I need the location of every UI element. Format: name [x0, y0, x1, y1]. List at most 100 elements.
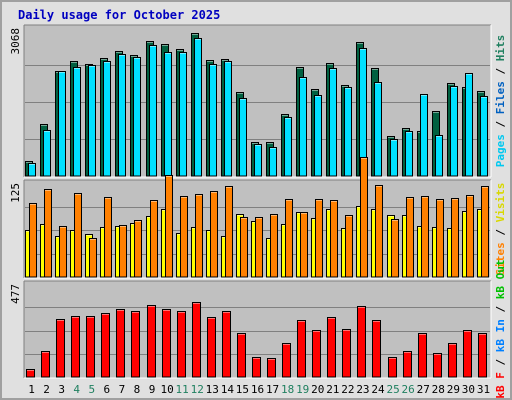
bar [390, 139, 398, 177]
series-pages [28, 38, 488, 177]
bar [210, 191, 218, 278]
bar [116, 309, 125, 378]
bar [315, 199, 323, 278]
bar [180, 196, 188, 278]
x-tick-label: 14 [221, 383, 235, 396]
bar [450, 86, 458, 177]
bar [222, 311, 231, 378]
bar [282, 343, 291, 378]
bar [372, 320, 381, 378]
bar [357, 306, 366, 378]
bar [344, 87, 352, 177]
x-tick-label: 6 [104, 383, 111, 396]
legend-entry: kB Out [494, 259, 507, 299]
bar [435, 135, 443, 177]
bar [207, 317, 216, 378]
bar [360, 157, 368, 278]
bar [162, 309, 171, 378]
x-tick-label: 31 [477, 383, 490, 396]
bar [133, 57, 141, 177]
y-axis-max-label: 3068 [9, 28, 22, 55]
y-axis-max-label: 125 [9, 183, 22, 203]
bar [314, 95, 322, 177]
bar [88, 65, 96, 177]
x-tick-label: 16 [251, 383, 264, 396]
bar [270, 214, 278, 278]
bar [451, 198, 459, 278]
legend-sites-visits: Sites / Visits [494, 183, 507, 276]
x-tick-label: 26 [402, 383, 415, 396]
series-sites [29, 157, 489, 278]
bar [252, 357, 261, 378]
bar [297, 320, 306, 378]
bar [327, 317, 336, 378]
x-tick-label: 5 [88, 383, 95, 396]
bar [28, 163, 36, 177]
bar [118, 54, 126, 177]
bar [101, 313, 110, 378]
bar [255, 217, 263, 278]
x-tick-label: 11 [176, 383, 189, 396]
bar [224, 61, 232, 177]
bar [119, 225, 127, 278]
bar [73, 67, 81, 177]
bar [41, 351, 50, 378]
legend-entry: / [494, 114, 507, 134]
x-tick-label: 8 [134, 383, 141, 396]
legend-kb-f-in-out: kB F / kB In / kB Out [494, 259, 507, 398]
bar [481, 186, 489, 278]
x-tick-label: 10 [160, 383, 173, 396]
legend-entry: / [494, 61, 507, 81]
x-tick-label: 12 [191, 383, 204, 396]
bar [448, 343, 457, 378]
bar [375, 185, 383, 278]
bar [359, 48, 367, 177]
x-tick-label: 1 [28, 383, 35, 396]
y-axis-max-label: 477 [9, 284, 22, 304]
x-tick-label: 3 [58, 383, 65, 396]
x-tick-label: 24 [371, 383, 385, 396]
legend-entry: Visits [494, 183, 507, 223]
bar [44, 189, 52, 278]
bar [194, 38, 202, 177]
bar [177, 311, 186, 378]
chart-panels: 3068 125 477 [9, 24, 492, 379]
bar [436, 199, 444, 278]
x-tick-label: 17 [266, 383, 279, 396]
bar [195, 194, 203, 278]
x-tick-label: 28 [432, 383, 445, 396]
bar [406, 197, 414, 278]
x-tick-label: 20 [311, 383, 324, 396]
bar [433, 353, 442, 378]
bar [58, 71, 66, 177]
legend-entry: Hits [494, 35, 507, 62]
bar [149, 45, 157, 177]
bar [254, 144, 262, 177]
bar [269, 147, 277, 177]
bar [285, 199, 293, 278]
bar [284, 117, 292, 177]
legend-entry: kB F [494, 372, 507, 399]
bar [43, 130, 51, 177]
legend-entry: / [494, 222, 507, 242]
bar [391, 219, 399, 278]
bar [131, 311, 140, 378]
panel-visits-sites: 125 [9, 157, 492, 279]
x-tick-label: 30 [462, 383, 475, 396]
x-tick-label: 21 [326, 383, 339, 396]
bar [179, 52, 187, 177]
bar [134, 220, 142, 278]
bar [403, 351, 412, 378]
x-tick-label: 2 [43, 383, 50, 396]
bar [209, 64, 217, 177]
legend-entry: / [494, 299, 507, 319]
bar [418, 333, 427, 378]
bar [478, 333, 487, 378]
series-kb-f [26, 302, 487, 378]
bar [239, 98, 247, 177]
bar [420, 94, 428, 177]
bar [330, 200, 338, 278]
bar [463, 330, 472, 378]
bar [103, 61, 111, 177]
